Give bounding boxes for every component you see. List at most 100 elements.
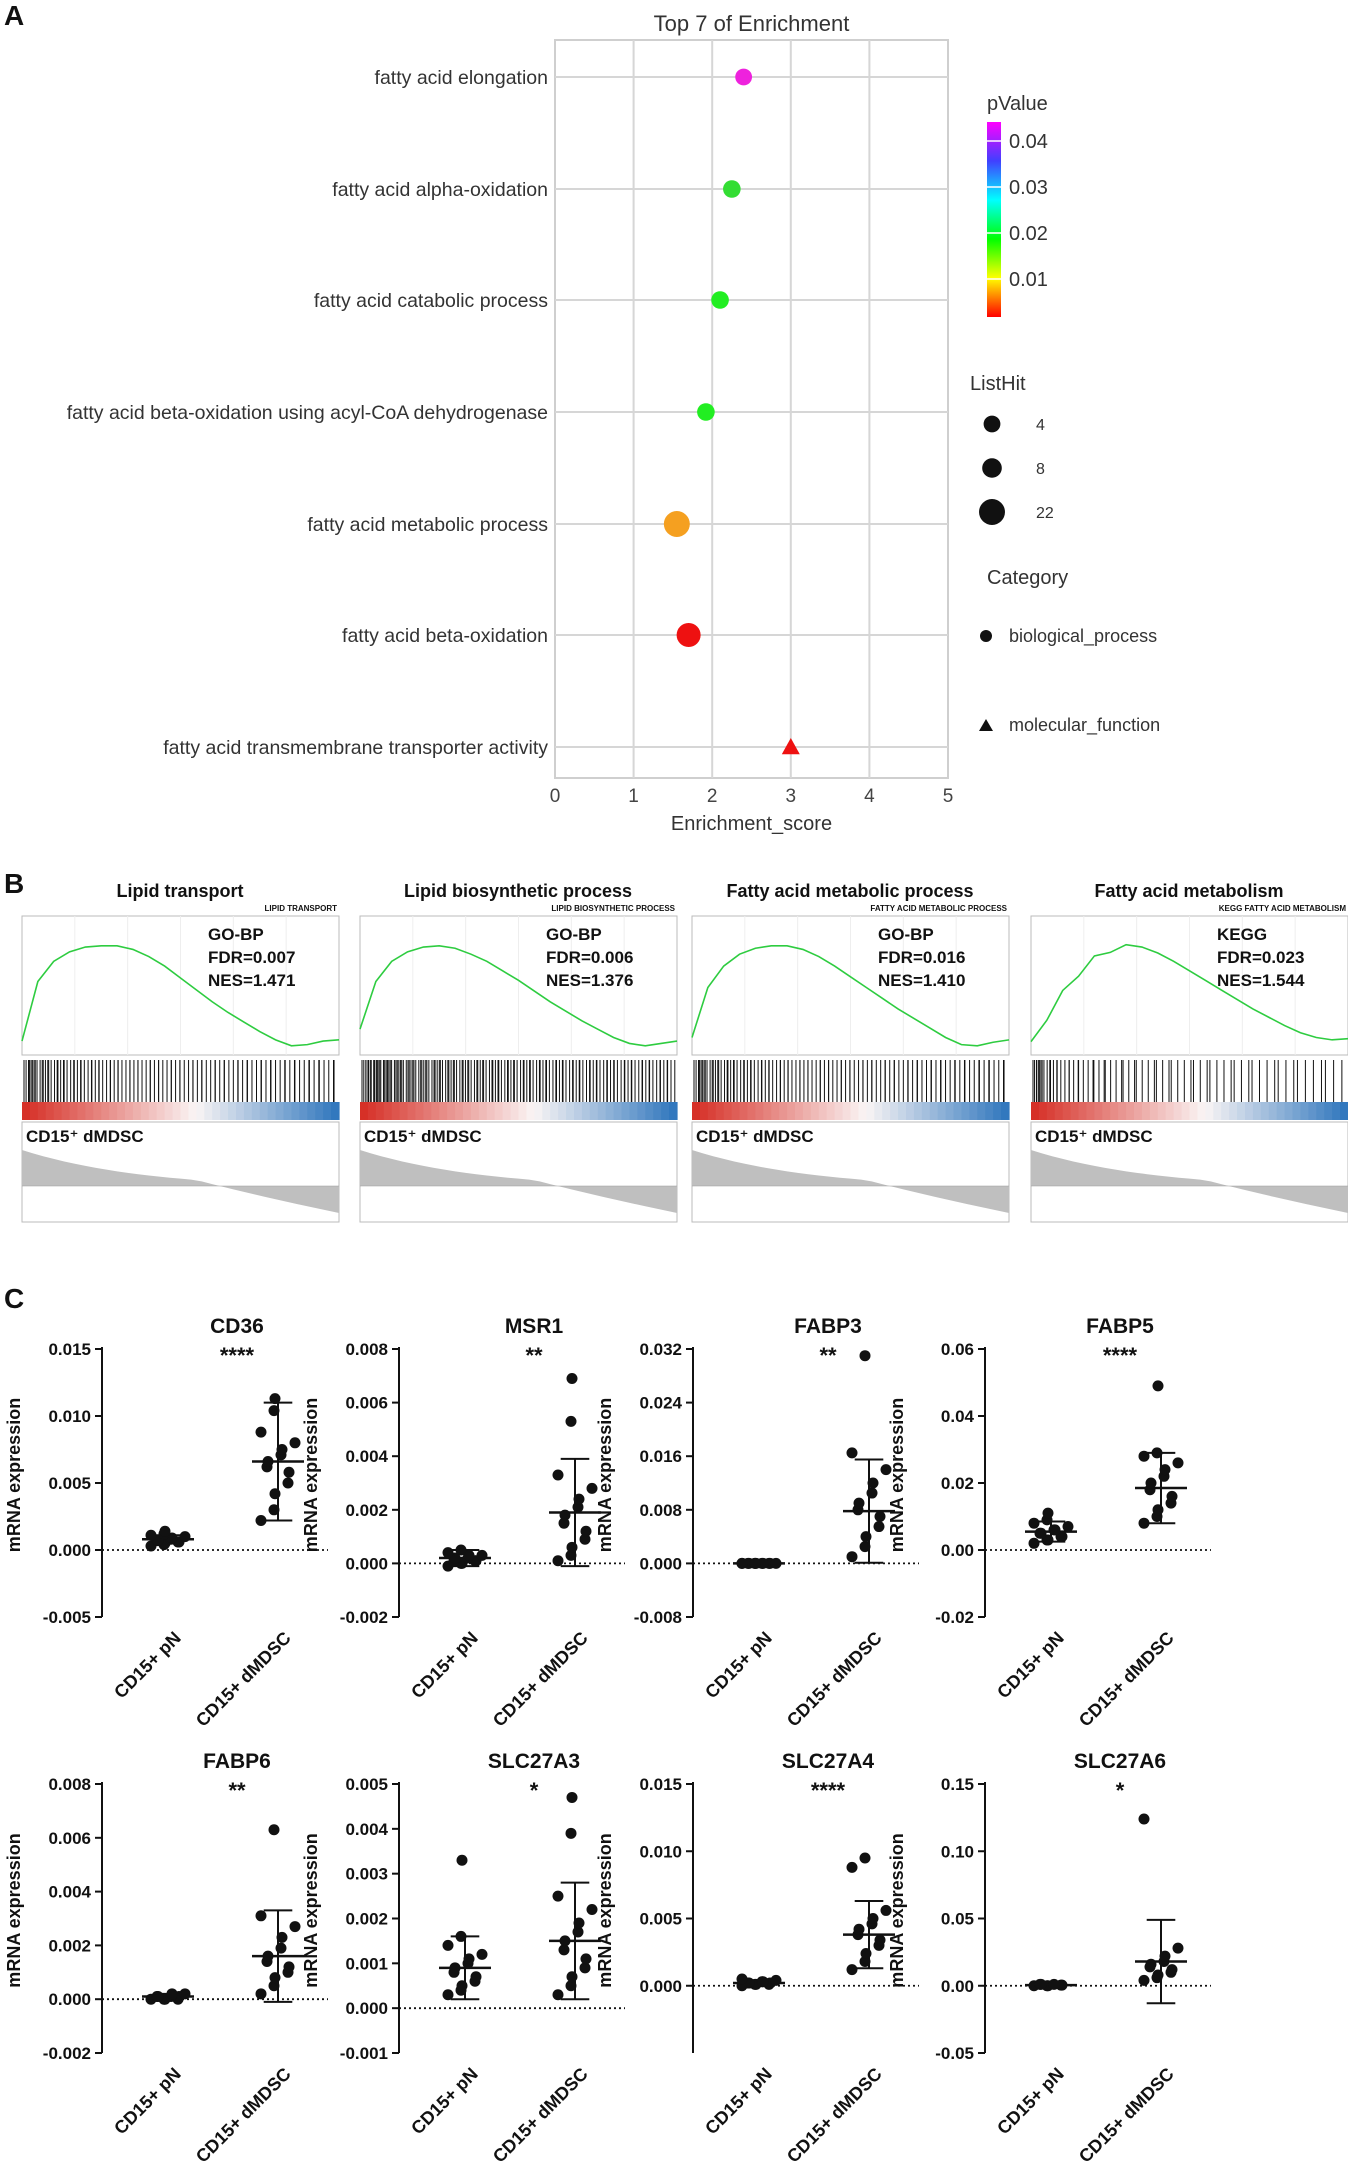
data-dot [566, 1791, 578, 1803]
pvalue-legend-title: pValue [987, 93, 1048, 115]
gsea-fdr: FDR=0.007 [208, 948, 295, 967]
data-dot [282, 1477, 294, 1489]
gsea-database: GO-BP [546, 925, 602, 944]
data-dot [736, 1973, 748, 1985]
heatbar-segment [1141, 1102, 1151, 1120]
y-tick-label: 0.005 [639, 1910, 682, 1929]
heatbar-segment [494, 1102, 504, 1120]
y-category-label: fatty acid beta-oxidation using acyl-CoA… [67, 402, 548, 424]
data-dot [268, 1405, 280, 1417]
significance-label: **** [1103, 1343, 1138, 1368]
gsea-title: Fatty acid metabolic process [726, 881, 973, 901]
panel-label-b: B [4, 868, 25, 899]
heatbar-segment [315, 1102, 324, 1120]
data-dot [565, 1827, 577, 1839]
heatbar-segment [1308, 1102, 1317, 1120]
expression-plot: CD36 **** -0.005 0.000 0.005 0.010 0.015 mRNA e… [4, 1315, 328, 1731]
y-axis-label: mRNA expression [595, 1833, 615, 1987]
data-dot [1159, 1464, 1171, 1476]
gsea-subtitle: LIPID TRANSPORT [265, 904, 338, 913]
heatbar-segment [172, 1102, 182, 1120]
heatbar-segment [621, 1102, 631, 1120]
y-tick-label: 0.001 [345, 1954, 388, 1973]
data-dot [179, 1531, 191, 1543]
data-dot [859, 1350, 871, 1362]
heatbar-segment [898, 1102, 907, 1120]
data-dot [757, 1976, 769, 1988]
heatbar-segment [407, 1102, 417, 1120]
y-tick-label: 0.004 [48, 1883, 91, 1902]
data-dot [1145, 1958, 1157, 1970]
rank-heatbar [360, 1102, 678, 1120]
heatbar-segment [53, 1102, 63, 1120]
y-category-label: fatty acid alpha-oxidation [332, 179, 548, 201]
heatbar-segment [399, 1102, 409, 1120]
heatbar-segment [550, 1102, 559, 1120]
expression-title: CD36 [210, 1315, 264, 1338]
expression-title: FABP6 [203, 1750, 271, 1773]
heatbar-segment [375, 1102, 385, 1120]
heatbar-segment [502, 1102, 512, 1120]
data-dot [558, 1944, 570, 1956]
data-dot [552, 1555, 564, 1567]
heatbar-segment [1001, 1102, 1010, 1120]
gsea-database: KEGG [1217, 925, 1267, 944]
heatbar-segment [251, 1102, 261, 1120]
y-tick-label: -0.001 [340, 2044, 388, 2063]
rank-heatbar [692, 1102, 1010, 1120]
gsea-database: GO-BP [208, 925, 264, 944]
heatbar-segment [447, 1102, 456, 1120]
data-dot [476, 1549, 488, 1561]
heatbar-segment [558, 1102, 567, 1120]
data-dot [558, 1517, 570, 1529]
y-category-label: fatty acid transmembrane transporter act… [163, 737, 548, 759]
heatbar-segment [37, 1102, 47, 1120]
data-dot [1056, 1979, 1068, 1991]
panel-label-a: A [4, 0, 25, 31]
data-dot [268, 1824, 280, 1836]
data-point-triangle [781, 738, 800, 755]
ranked-metric-area [692, 1150, 1009, 1213]
y-tick-label: 0.02 [941, 1474, 974, 1493]
heatbar-segment [291, 1102, 300, 1120]
data-dot [565, 1415, 577, 1427]
heatbar-segment [818, 1102, 828, 1120]
y-tick-label: 0.06 [941, 1340, 974, 1359]
heatbar-segment [661, 1102, 670, 1120]
heatbar-segment [993, 1102, 1002, 1120]
y-tick-label: 0.008 [48, 1775, 91, 1794]
gsea-fdr: FDR=0.016 [878, 948, 965, 967]
data-dot [552, 1989, 564, 2001]
enrichment-score-curve [359, 945, 678, 1047]
heatbar-segment [802, 1102, 812, 1120]
data-dot [442, 1989, 454, 2001]
heatbar-segment [985, 1102, 994, 1120]
heatbar-segment [391, 1102, 401, 1120]
data-dot [572, 1501, 584, 1513]
data-dot [580, 1525, 592, 1537]
heatbar-segment [874, 1102, 883, 1120]
data-dot [1042, 1534, 1054, 1546]
data-dot [866, 1487, 878, 1499]
expression-title: SLC27A6 [1074, 1750, 1166, 1773]
x-category-label: CD15+ pN [110, 2064, 185, 2139]
heatbar-segment [755, 1102, 764, 1120]
data-dot [152, 1991, 164, 2003]
data-dot [1138, 1813, 1150, 1825]
heatbar-segment [1340, 1102, 1348, 1120]
x-category-label: CD15+ dMDSC [489, 1628, 592, 1731]
heatbar-segment [1134, 1102, 1143, 1120]
significance-label: **** [811, 1778, 846, 1803]
x-category-label: CD15+ pN [701, 1628, 776, 1703]
data-dot [276, 1931, 288, 1943]
y-tick-label: 0.016 [639, 1447, 682, 1466]
y-tick-label: 0.008 [345, 1340, 388, 1359]
listhit-legend-label: 4 [1036, 417, 1045, 434]
data-dot [867, 1913, 879, 1924]
heatbar-segment [692, 1102, 701, 1120]
hit-barcode [23, 1060, 335, 1102]
expression-plot: SLC27A3 * -0.001 0.000 0.001 0.002 0.003 0.004 0… [301, 1750, 625, 2167]
heatbar-segment [1126, 1102, 1135, 1120]
y-tick-label: 0.003 [345, 1865, 388, 1884]
data-dot [476, 1948, 488, 1960]
